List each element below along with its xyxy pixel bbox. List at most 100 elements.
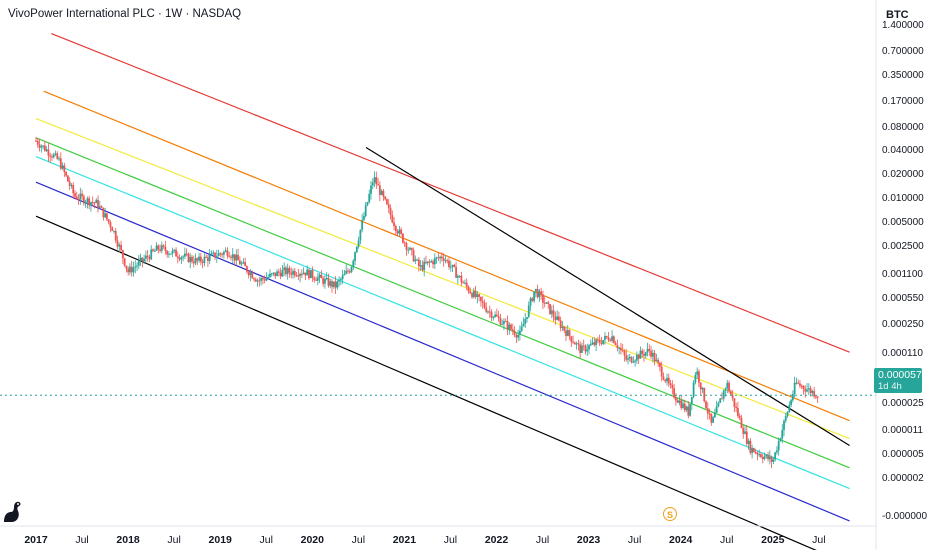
- candle-body: [620, 347, 622, 351]
- split-marker-icon[interactable]: S: [663, 507, 677, 521]
- candle-body: [251, 272, 254, 279]
- candle-body: [465, 282, 468, 287]
- candle-body: [258, 280, 261, 282]
- candle-body: [382, 190, 385, 197]
- candle-body: [59, 158, 62, 169]
- candle-body: [738, 415, 741, 418]
- candle-body: [277, 271, 280, 273]
- candle-body: [719, 398, 722, 403]
- candle-body: [417, 259, 420, 267]
- candle-body: [329, 281, 332, 286]
- candle-body: [572, 341, 574, 343]
- candle-body: [327, 277, 330, 286]
- candle-body: [767, 454, 769, 460]
- channel-line: [35, 137, 850, 469]
- candle-body: [596, 339, 599, 341]
- candle-body: [648, 348, 651, 351]
- candle-body: [354, 252, 356, 261]
- candle-body: [685, 406, 688, 411]
- candle-body: [40, 146, 43, 148]
- candle-body: [256, 280, 259, 282]
- candle-body: [781, 429, 784, 439]
- candle-body: [770, 456, 773, 462]
- candle-body: [433, 258, 436, 265]
- channel-line: [43, 90, 850, 422]
- candle-body: [79, 193, 82, 200]
- candle-body: [324, 278, 326, 284]
- candle-body: [713, 412, 716, 418]
- candle-body: [199, 256, 202, 262]
- candle-body: [81, 193, 83, 197]
- candle-body: [281, 269, 284, 277]
- candle-body: [54, 153, 57, 155]
- candle-body: [370, 185, 372, 194]
- candle-body: [375, 177, 378, 185]
- candle-body: [655, 359, 658, 362]
- candle-body: [95, 199, 98, 204]
- candle-body: [529, 298, 532, 306]
- candle-body: [359, 229, 362, 241]
- candle-body: [82, 196, 85, 204]
- candle-body: [545, 302, 548, 304]
- candle-body: [783, 420, 785, 430]
- candle-body: [634, 360, 637, 362]
- candle-body: [331, 281, 333, 287]
- candle-body: [667, 377, 670, 384]
- candle-body: [270, 273, 273, 275]
- candle-body: [157, 245, 160, 250]
- time-tick-label: Jul: [720, 534, 733, 546]
- candle-body: [458, 275, 461, 277]
- candle-body: [419, 265, 422, 267]
- candle-body: [208, 254, 211, 262]
- candle-body: [308, 269, 310, 279]
- candle-body: [377, 184, 379, 186]
- candle-body: [621, 350, 624, 352]
- candle-body: [492, 316, 495, 318]
- candle-body: [625, 355, 628, 360]
- candle-body: [721, 398, 723, 400]
- candle-body: [749, 440, 752, 453]
- candle-body: [235, 254, 238, 261]
- candle-body: [494, 314, 496, 317]
- candle-body: [699, 382, 702, 390]
- candle-body: [261, 278, 264, 280]
- candle-body: [662, 376, 665, 380]
- candle-body: [306, 269, 309, 276]
- candle-body: [67, 175, 69, 182]
- candle-body: [384, 196, 387, 200]
- candle-body: [302, 272, 305, 275]
- candle-body: [581, 345, 583, 353]
- candle-body: [168, 253, 170, 255]
- candle-body: [540, 291, 543, 295]
- candle-body: [97, 199, 99, 208]
- candle-body: [717, 402, 720, 407]
- candle-body: [724, 388, 727, 391]
- tradingview-logo-icon[interactable]: [2, 498, 24, 524]
- time-tick-label: 2018: [116, 534, 140, 546]
- candle-body: [265, 277, 268, 281]
- candle-body: [43, 145, 46, 151]
- channel-line: [51, 32, 850, 353]
- candle-body: [809, 388, 812, 393]
- last-price-badge: 0.000057 1d 4h: [874, 368, 922, 393]
- candle-body: [428, 261, 431, 263]
- candle-body: [579, 344, 582, 353]
- candle-body: [242, 262, 245, 264]
- candle-body: [77, 199, 80, 201]
- candle-body: [283, 267, 286, 270]
- currency-label[interactable]: BTC: [886, 9, 909, 21]
- candle-body: [61, 165, 64, 169]
- candle-body: [52, 154, 55, 158]
- candle-body: [522, 323, 525, 327]
- candle-body: [224, 250, 227, 252]
- candle-body: [309, 270, 312, 279]
- candle-body: [768, 456, 771, 460]
- candle-body: [183, 253, 186, 257]
- candle-body: [501, 323, 504, 325]
- candle-body: [490, 311, 493, 318]
- candle-body: [68, 181, 71, 186]
- candle-body: [641, 350, 644, 354]
- candle-body: [460, 275, 463, 283]
- candle-body: [253, 278, 255, 280]
